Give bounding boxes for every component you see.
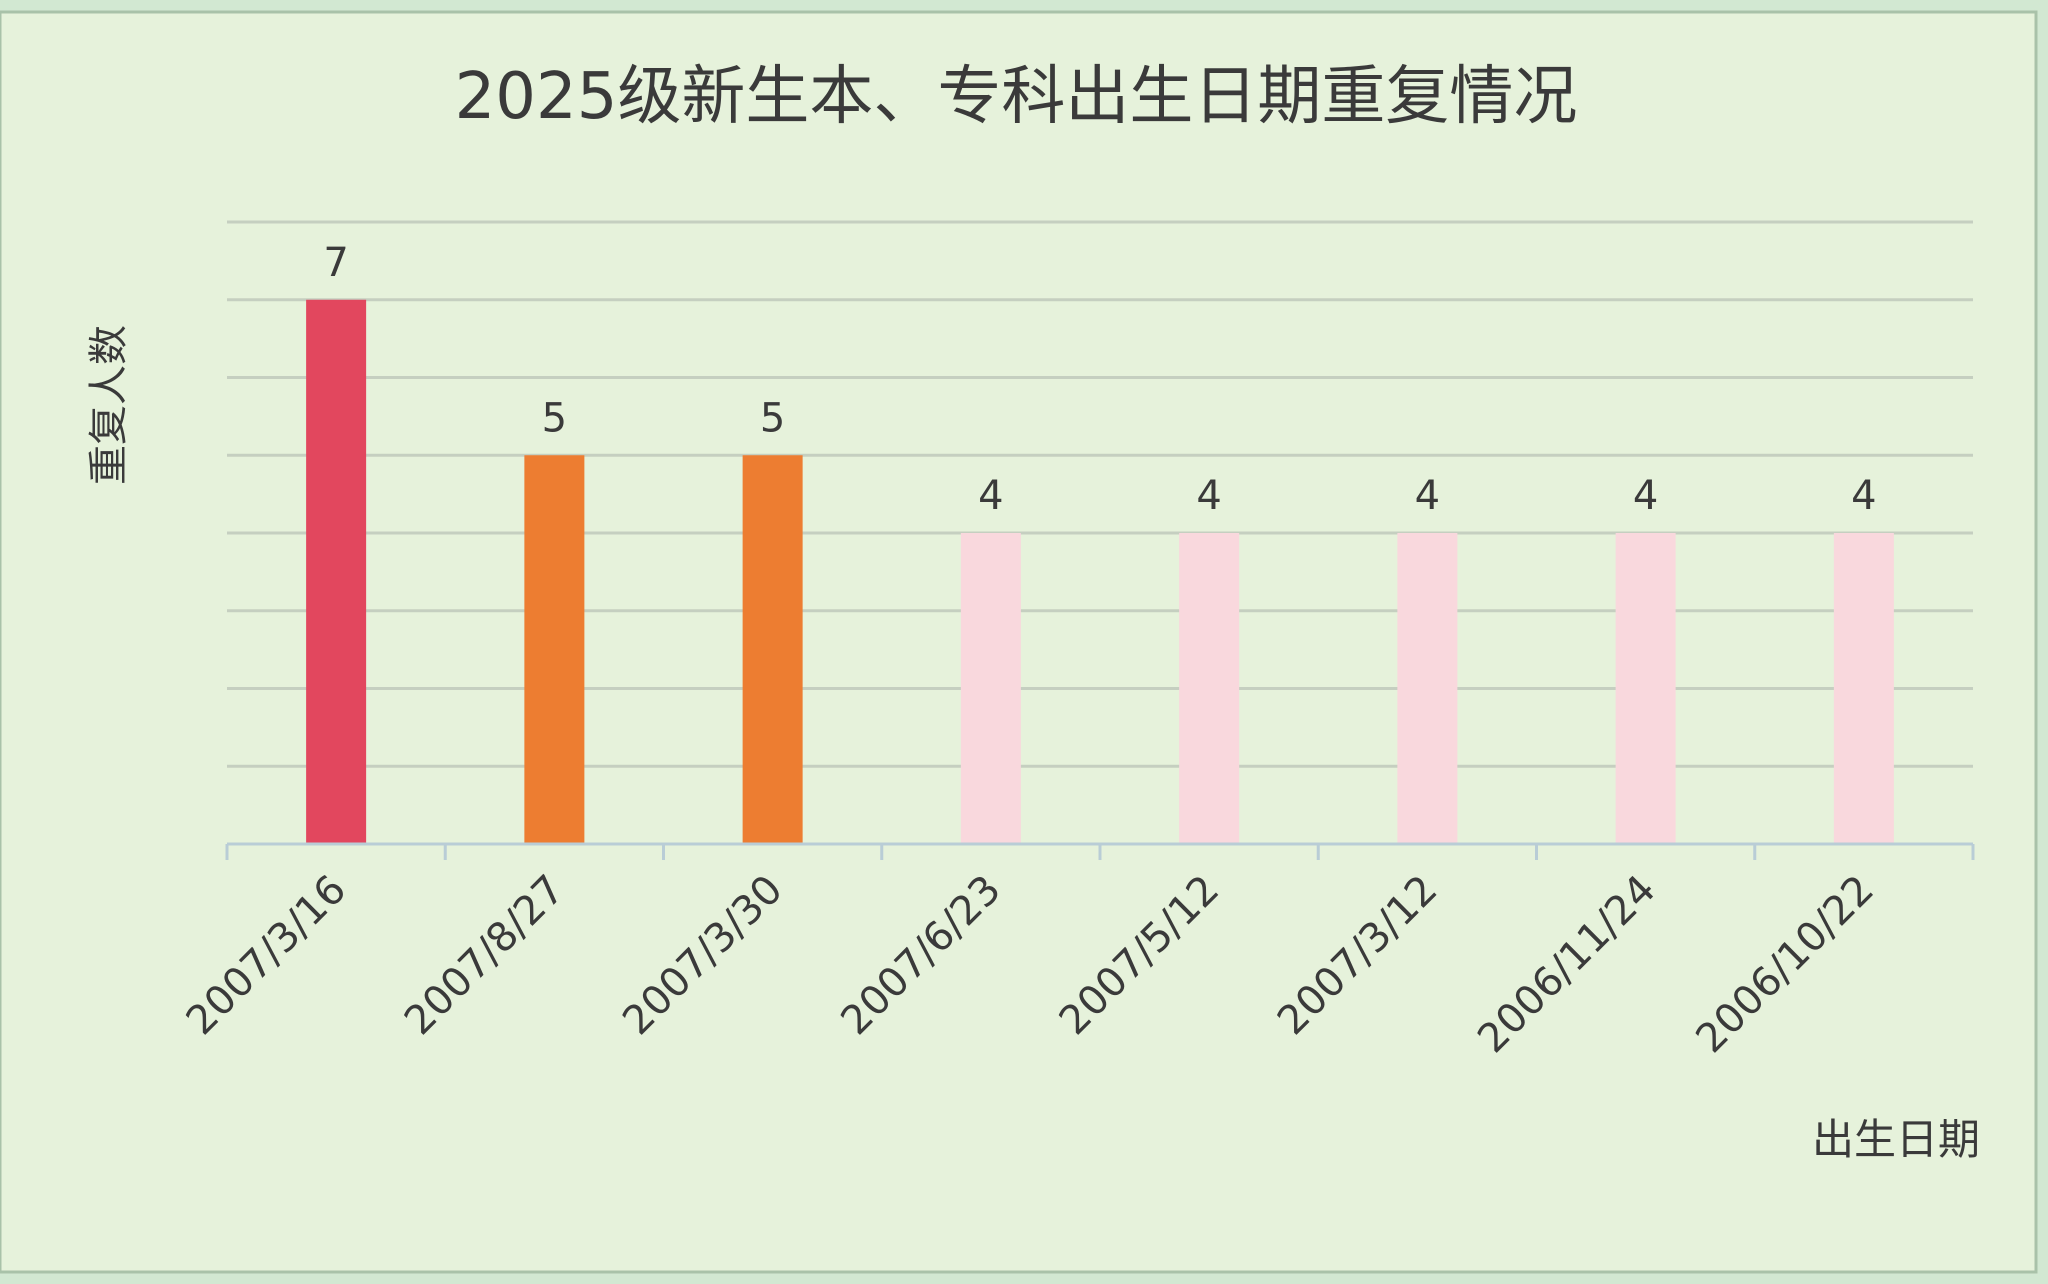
bars	[306, 299, 1894, 844]
bar[interactable]	[960, 533, 1021, 844]
data-label: 5	[760, 395, 785, 441]
bar[interactable]	[1833, 533, 1894, 844]
bar[interactable]	[1397, 533, 1458, 844]
data-label: 4	[1851, 473, 1876, 519]
bar[interactable]	[524, 455, 585, 844]
y-axis-title: 重复人数	[86, 325, 132, 485]
data-label: 5	[542, 395, 567, 441]
gridlines	[227, 220, 1973, 768]
data-label: 4	[1415, 473, 1440, 519]
bar[interactable]	[1615, 533, 1676, 844]
chart-title: 2025级新生本、专科出生日期重复情况	[455, 60, 1578, 134]
bar[interactable]	[742, 455, 803, 844]
data-label: 4	[978, 473, 1003, 519]
data-label: 4	[1196, 473, 1221, 519]
data-labels: 7 5 5 4 4 4 4 4	[323, 240, 1876, 519]
data-label: 4	[1633, 473, 1658, 519]
data-label: 7	[323, 240, 348, 286]
x-axis-title: 出生日期	[1812, 1115, 1980, 1164]
bar[interactable]	[306, 299, 367, 844]
bar[interactable]	[1179, 533, 1240, 844]
